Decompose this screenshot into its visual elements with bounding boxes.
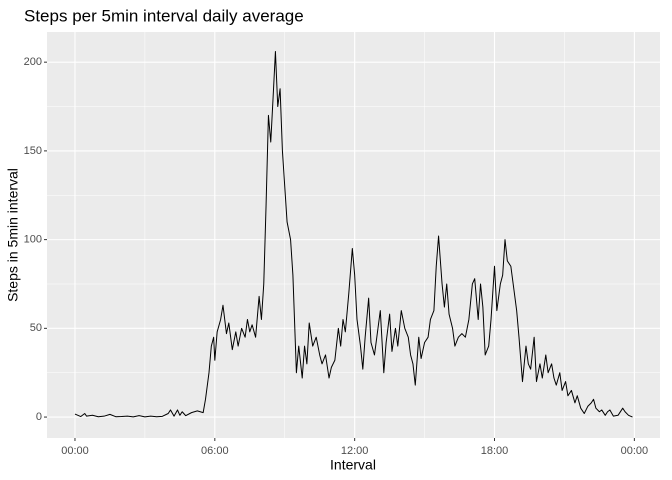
x-tick-label: 00:00: [621, 445, 649, 457]
chart-title: Steps per 5min interval daily average: [24, 6, 304, 25]
data-line: [74, 51, 633, 418]
marks: [74, 51, 633, 418]
y-tick-label: 0: [36, 411, 42, 423]
plot-panel: [47, 32, 660, 438]
grid: [47, 32, 660, 438]
x-tick-label: 06:00: [201, 445, 229, 457]
y-tick-label: 100: [24, 234, 42, 246]
y-axis-title: Steps in 5min interval: [5, 168, 21, 302]
x-tick-label: 18:00: [481, 445, 509, 457]
x-axis-title: Interval: [330, 457, 376, 473]
y-tick-label: 150: [24, 145, 42, 157]
y-tick-label: 200: [24, 56, 42, 68]
y-tick-label: 50: [30, 322, 42, 334]
x-tick-label: 00:00: [61, 445, 89, 457]
x-tick-label: 12:00: [341, 445, 369, 457]
